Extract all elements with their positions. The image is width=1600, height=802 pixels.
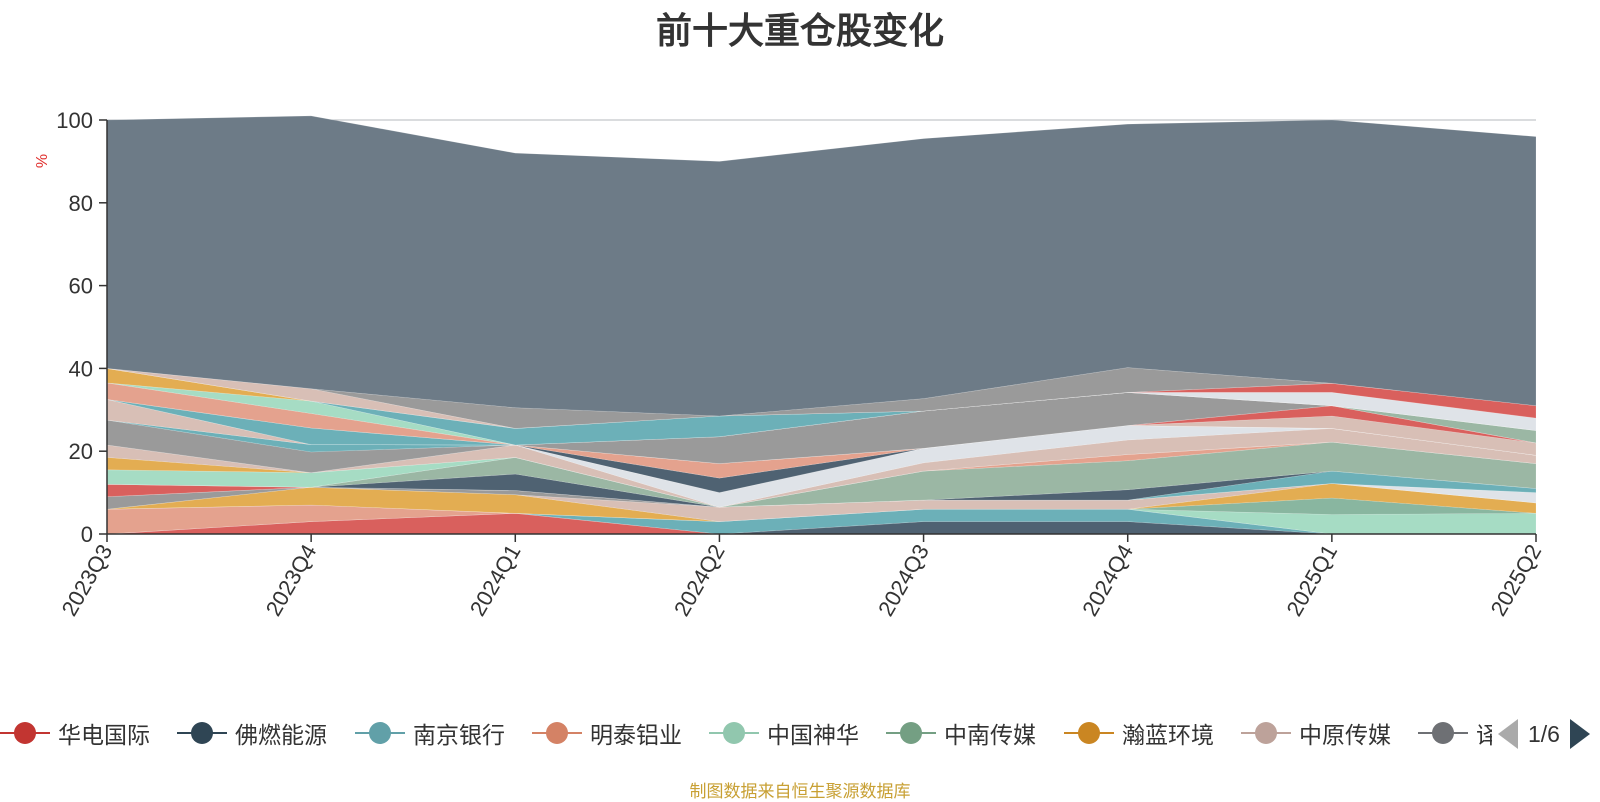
legend-pager: 1/6 xyxy=(1498,716,1590,752)
legend-next-page-button[interactable] xyxy=(1569,719,1590,749)
x-tick-label-2024Q4: 2024Q4 xyxy=(1077,540,1138,620)
x-tick-label-2023Q4: 2023Q4 xyxy=(261,540,322,620)
legend: 华电国际 佛燃能源 南京银行 明泰铝业 中国神华 中南传媒 瀚蓝环境 中原传媒 译 xyxy=(0,716,1492,750)
legend-marker-icon xyxy=(1241,716,1291,750)
legend-item-label: 明泰铝业 xyxy=(590,722,682,748)
legend-item-label: 佛燃能源 xyxy=(235,722,327,748)
area-series-13 xyxy=(106,441,1537,508)
chart-title: 前十大重仓股变化 xyxy=(655,10,944,51)
x-tick-label-2025Q1: 2025Q1 xyxy=(1281,540,1342,620)
legend-item[interactable]: 佛燃能源 xyxy=(177,716,327,750)
legend-marker-icon xyxy=(709,716,759,750)
y-tick-label-20: 20 xyxy=(69,439,93,464)
legend-marker-icon xyxy=(0,716,50,750)
legend-item[interactable]: 中南传媒 xyxy=(886,716,1036,750)
area-series-33 xyxy=(106,368,1537,429)
y-tick-label-80: 80 xyxy=(69,191,93,216)
area-series-15 xyxy=(106,441,1537,508)
x-tick-label-2024Q3: 2024Q3 xyxy=(873,540,934,620)
legend-item-label: 华电国际 xyxy=(58,722,150,748)
legend-marker-icon xyxy=(532,716,582,750)
legend-item-label: 中国神华 xyxy=(767,722,859,748)
area-series-2 xyxy=(106,508,1536,535)
x-tick-label-2024Q2: 2024Q2 xyxy=(669,540,730,620)
x-tick-label-2024Q1: 2024Q1 xyxy=(465,540,526,620)
area-series-layer xyxy=(106,115,1537,535)
y-tick-label-0: 0 xyxy=(81,522,93,547)
legend-item[interactable]: 中原传媒 xyxy=(1241,716,1391,750)
y-tick-label-60: 60 xyxy=(69,274,93,299)
legend-marker-icon xyxy=(177,716,227,750)
legend-item-label: 译 xyxy=(1476,722,1492,748)
legend-item-label: 瀚蓝环境 xyxy=(1122,722,1214,748)
legend-item[interactable]: 明泰铝业 xyxy=(532,716,682,750)
y-tick-label-100: 100 xyxy=(56,108,93,133)
legend-item-label: 中南传媒 xyxy=(944,722,1036,748)
legend-marker-icon xyxy=(355,716,405,750)
legend-marker-icon xyxy=(1064,716,1114,750)
legend-item-label: 中原传媒 xyxy=(1299,722,1391,748)
legend-page-indicator: 1/6 xyxy=(1528,720,1560,747)
area-series-4 xyxy=(106,504,1537,535)
legend-item-label: 南京银行 xyxy=(413,722,505,748)
legend-item[interactable]: 华电国际 xyxy=(0,716,150,750)
legend-prev-page-button[interactable] xyxy=(1498,719,1518,749)
legend-item[interactable]: 译 xyxy=(1418,716,1492,750)
legend-item[interactable]: 瀚蓝环境 xyxy=(1064,716,1214,750)
legend-marker-icon xyxy=(886,716,936,750)
area-series-1 xyxy=(106,512,1536,535)
legend-item[interactable]: 中国神华 xyxy=(709,716,859,750)
area-series-6 xyxy=(106,483,1537,522)
x-tick-label-2025Q2: 2025Q2 xyxy=(1486,540,1547,620)
y-tick-label-40: 40 xyxy=(69,356,93,381)
legend-item[interactable]: 南京银行 xyxy=(355,716,505,750)
legend-marker-icon xyxy=(1418,716,1468,750)
area-series-32 xyxy=(106,368,1537,431)
stacked-area-chart: 0 20 40 60 80 100 2023Q3 2023Q4 2024Q1 2024Q2 2024… xyxy=(56,108,1547,620)
x-tick-label-2023Q3: 2023Q3 xyxy=(57,540,118,620)
area-series-17 xyxy=(106,428,1537,508)
area-series-36 xyxy=(106,115,1537,417)
data-source-note: 制图数据来自恒生聚源数据库 xyxy=(689,782,911,801)
